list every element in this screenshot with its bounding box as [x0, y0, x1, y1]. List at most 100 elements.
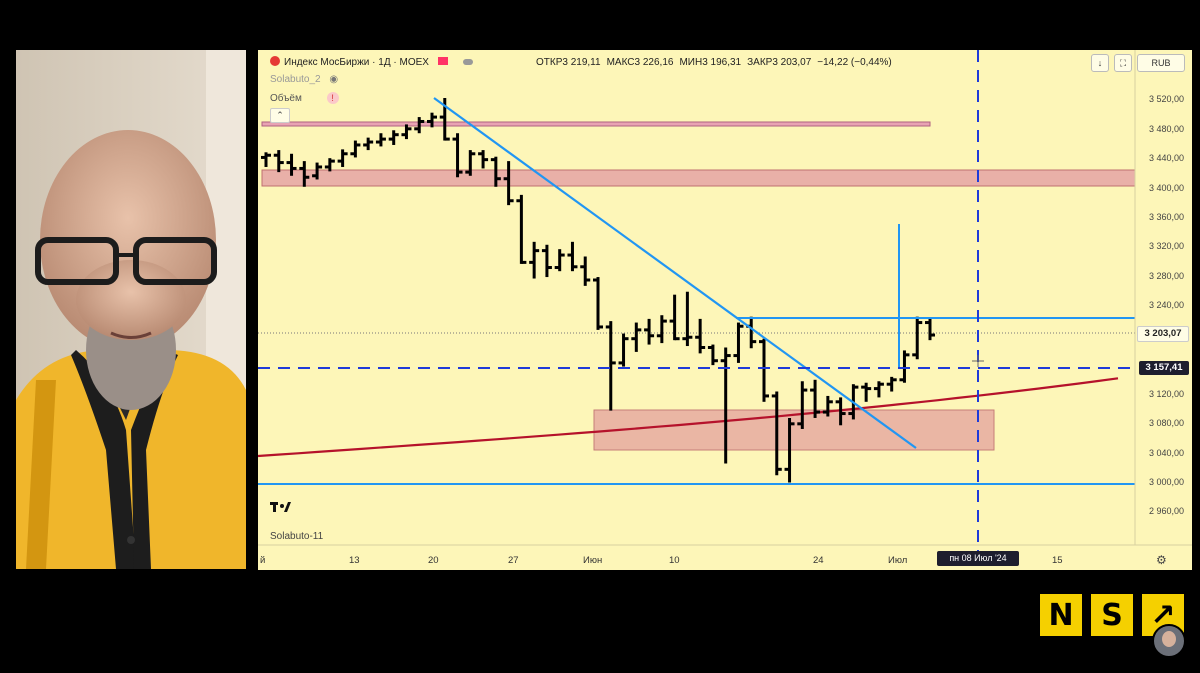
ohlc-bar[interactable]	[707, 344, 718, 366]
ohlc-bar[interactable]	[580, 256, 591, 286]
ohlc-bar[interactable]	[414, 117, 425, 134]
ohlc-bar[interactable]	[631, 322, 642, 352]
ohlc-bar[interactable]	[401, 124, 412, 140]
download-button[interactable]: ↓	[1091, 54, 1109, 72]
collapse-pill-icon[interactable]	[462, 59, 473, 65]
low-value: МИН3 196,31	[679, 57, 742, 68]
time-axis-label: 15	[1052, 555, 1063, 566]
price-axis-label: 3 120,00	[1148, 389, 1184, 399]
time-axis-label: й	[260, 555, 266, 566]
ohlc-bar[interactable]	[912, 316, 923, 360]
ohlc-bar[interactable]	[490, 156, 501, 187]
time-axis-label: Июл	[888, 555, 908, 566]
ohlc-bar[interactable]	[682, 291, 693, 347]
time-axis-label: 13	[349, 555, 360, 566]
ohlc-bar[interactable]	[388, 130, 399, 145]
ohlc-bar[interactable]	[312, 162, 323, 180]
ohlc-bar[interactable]	[541, 244, 552, 278]
ohlc-bar[interactable]	[465, 150, 476, 176]
crosshair-date-tag: пн 08 Июл '24	[937, 551, 1019, 566]
change-value: −14,22 (−0,44%)	[817, 57, 892, 68]
ohlc-bar[interactable]	[478, 150, 489, 169]
collapse-indicators-button[interactable]: ⌃	[270, 108, 290, 123]
currency-select[interactable]: RUB	[1137, 54, 1185, 72]
ohlc-bar[interactable]	[873, 381, 884, 398]
ohlc-bar[interactable]	[567, 241, 578, 272]
ohlc-bar[interactable]	[644, 318, 655, 345]
ohlc-bar[interactable]	[733, 322, 744, 363]
settings-gear-icon[interactable]: ⚙	[1156, 553, 1167, 567]
price-axis-label: 3 360,00	[1148, 212, 1184, 222]
crosshair-price-tag: 3 157,41	[1139, 361, 1189, 375]
ohlc-bar[interactable]	[784, 417, 795, 483]
warning-icon[interactable]: !	[326, 92, 339, 104]
ohlc-bar[interactable]	[554, 249, 565, 272]
price-axis-label: 3 240,00	[1148, 300, 1184, 310]
ohlc-bar[interactable]	[350, 140, 361, 158]
volume-indicator-row[interactable]: Объём !	[270, 92, 339, 104]
ohlc-bar[interactable]	[261, 152, 271, 167]
ohlc-bar[interactable]	[899, 350, 910, 383]
indicator-script-row[interactable]: Solabuto_2 ◉	[270, 74, 339, 85]
time-axis-label: 20	[428, 555, 439, 566]
ohlc-bar[interactable]	[605, 321, 616, 411]
ohlc-bar[interactable]	[529, 241, 540, 279]
ohlc-bar[interactable]	[925, 318, 935, 341]
webcam-video	[16, 50, 246, 569]
ohlc-bar[interactable]	[771, 391, 782, 476]
fullscreen-button[interactable]: ⛶	[1114, 54, 1132, 72]
symbol-title[interactable]: Индекс МосБиржи · 1Д · MOEX	[270, 56, 473, 68]
ohlc-bar[interactable]	[286, 153, 297, 176]
cursor-cross-icon	[972, 355, 984, 367]
indicator-watermark: Solabuto-11	[270, 531, 324, 542]
price-axis-label: 3 000,00	[1148, 477, 1184, 487]
ohlc-bar[interactable]	[516, 194, 527, 264]
chart-plot-area[interactable]	[258, 50, 1192, 570]
ohlc-bar[interactable]	[427, 112, 437, 128]
moving-average-line[interactable]	[258, 377, 1119, 458]
ohlc-bar[interactable]	[810, 379, 821, 418]
ohlc-readout: ОТКР3 219,11 МАКС3 226,16 МИН3 196,31 ЗАКР3…	[536, 57, 898, 68]
ohlc-bar[interactable]	[835, 397, 846, 426]
time-axis-label: 10	[669, 555, 680, 566]
ohlc-bar[interactable]	[797, 381, 808, 429]
ohlc-bar[interactable]	[669, 294, 680, 341]
ohlc-bar[interactable]	[593, 277, 603, 330]
time-axis-label: 24	[813, 555, 824, 566]
ohlc-bar[interactable]	[656, 315, 667, 344]
flag-icon[interactable]	[437, 57, 448, 65]
price-axis-label: 2 960,00	[1148, 506, 1184, 516]
price-axis-label: 3 400,00	[1148, 183, 1184, 193]
time-axis-label: Июн	[583, 555, 603, 566]
price-axis-label: 3 480,00	[1148, 124, 1184, 134]
support-zone[interactable]	[593, 409, 995, 451]
moex-logo-icon	[270, 56, 280, 66]
resistance-zone[interactable]	[261, 169, 1136, 187]
ohlc-bar[interactable]	[452, 133, 463, 178]
ohlc-bar[interactable]	[886, 376, 897, 392]
download-icon: ↓	[1097, 58, 1103, 68]
logo-letter-s: S	[1091, 594, 1133, 636]
ohlc-bar[interactable]	[861, 382, 872, 402]
ohlc-bar[interactable]	[822, 395, 833, 417]
ohlc-bar[interactable]	[746, 316, 757, 349]
ohlc-bar[interactable]	[503, 161, 514, 206]
downtrend-line[interactable]	[433, 97, 917, 449]
price-axis-label: 3 440,00	[1148, 153, 1184, 163]
price-axis-label: 3 320,00	[1148, 241, 1184, 251]
price-axis-label: 3 040,00	[1148, 448, 1184, 458]
trading-chart[interactable]: Индекс МосБиржи · 1Д · MOEX ОТКР3 219,11…	[258, 50, 1192, 570]
ohlc-bar[interactable]	[337, 149, 348, 167]
ohlc-bar[interactable]	[375, 133, 386, 147]
ohlc-bar[interactable]	[324, 158, 335, 172]
ohlc-bar[interactable]	[618, 333, 629, 367]
resistance-zone-thin[interactable]	[261, 121, 931, 127]
ohlc-bar[interactable]	[695, 318, 706, 354]
price-axis-label: 3 520,00	[1148, 94, 1184, 104]
ohlc-bar[interactable]	[273, 150, 284, 173]
ohlc-bar[interactable]	[720, 347, 731, 464]
ohlc-bar[interactable]	[759, 338, 769, 402]
ohlc-bar[interactable]	[363, 137, 374, 151]
eye-icon[interactable]: ◉	[329, 74, 339, 85]
ohlc-bar[interactable]	[299, 161, 310, 187]
